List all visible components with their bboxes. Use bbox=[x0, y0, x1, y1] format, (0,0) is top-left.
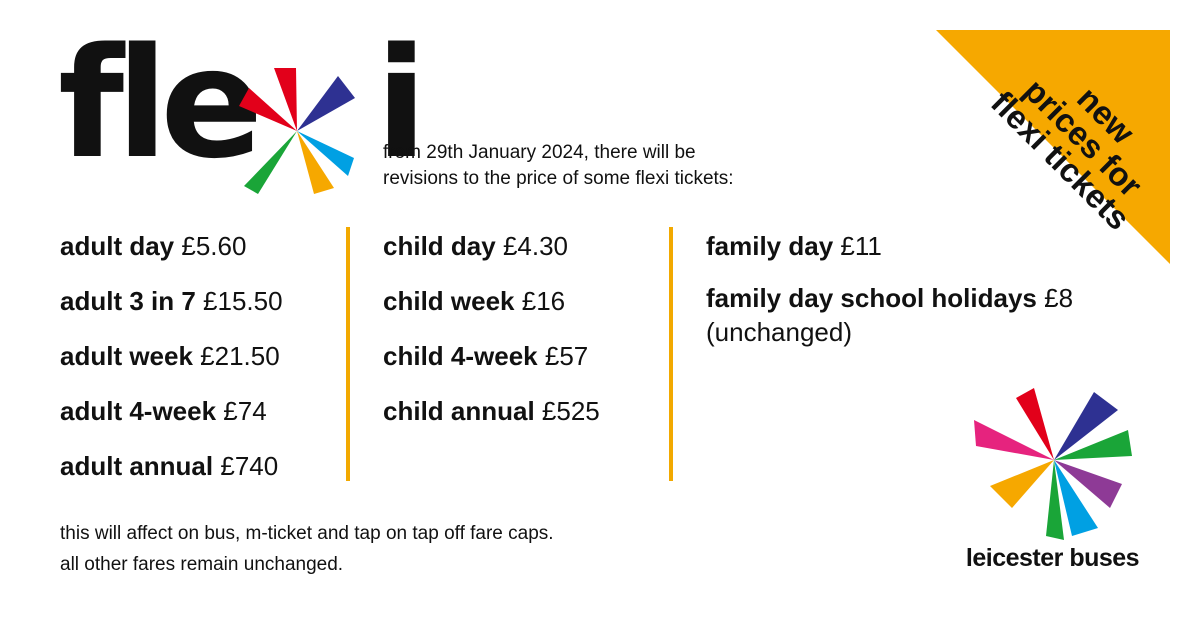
unchanged-note: (unchanged) bbox=[706, 317, 852, 347]
fare-row-adult-day: adult day £5.60 bbox=[60, 231, 247, 261]
brand-name: leicester buses bbox=[965, 544, 1140, 572]
intro-line-2: revisions to the price of some flexi tic… bbox=[383, 168, 734, 189]
fare-row-child-4-week: child 4-week £57 bbox=[383, 341, 589, 371]
column-divider bbox=[669, 227, 673, 481]
fare-row-child-day: child day £4.30 bbox=[383, 231, 569, 261]
logo-text-right: i bbox=[375, 15, 427, 192]
column-divider bbox=[346, 227, 350, 481]
footer-line-2: all other fares remain unchanged. bbox=[60, 554, 344, 575]
fare-row-child-annual: child annual £525 bbox=[383, 396, 600, 426]
adult-fares-list: adult day £5.60 adult 3 in 7 £15.50 adul… bbox=[60, 226, 283, 501]
logo-text-left: fle bbox=[58, 15, 263, 192]
child-fares-list: child day £4.30 child week £16 child 4-w… bbox=[383, 226, 600, 446]
corner-banner bbox=[936, 30, 1170, 264]
flexi-logo: fle i bbox=[58, 28, 427, 198]
pinwheel-x-icon bbox=[239, 68, 355, 194]
intro-line-1: from 29th January 2024, there will be bbox=[383, 142, 696, 163]
fare-row-child-week: child week £16 bbox=[383, 286, 566, 316]
footer-notes: this will affect on bus, m-ticket and ta… bbox=[60, 518, 554, 580]
fare-row-adult-3-in-7: adult 3 in 7 £15.50 bbox=[60, 286, 283, 316]
fare-row-adult-annual: adult annual £740 bbox=[60, 451, 279, 481]
fare-row-adult-week: adult week £21.50 bbox=[60, 341, 280, 371]
fare-row-family-day-school-holidays: family day school holidays £8 (unchanged) bbox=[706, 283, 1074, 347]
pinwheel-logo-icon bbox=[974, 388, 1132, 540]
family-fares-list: family day £11 family day school holiday… bbox=[706, 226, 1136, 349]
fare-row-adult-4-week: adult 4-week £74 bbox=[60, 396, 267, 426]
fare-row-family-day: family day £11 bbox=[706, 231, 882, 261]
footer-line-1: this will affect on bus, m-ticket and ta… bbox=[60, 523, 554, 544]
intro-text: from 29th January 2024, there will be re… bbox=[383, 140, 783, 192]
